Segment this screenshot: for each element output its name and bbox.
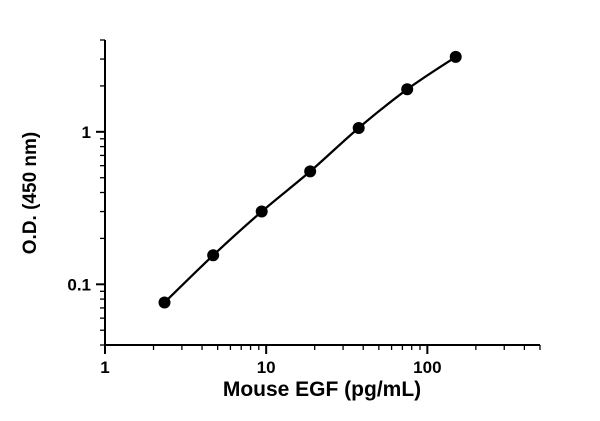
y-tick-label: 0.1 [67,275,91,294]
data-point [255,205,268,218]
data-point [207,249,220,262]
y-tick-label: 1 [82,123,91,142]
x-tick-label: 1 [100,358,109,377]
data-point [304,165,317,178]
x-tick-label: 10 [257,358,276,377]
data-point [158,296,171,309]
data-point [401,83,414,96]
data-point [352,121,365,134]
x-axis-label: Mouse EGF (pg/mL) [223,378,421,401]
x-tick-label: 100 [413,358,441,377]
curve-line [163,55,457,304]
plot-area: 1 10 100 0.1 1 [67,39,541,377]
data-point [449,50,462,63]
y-axis-label: O.D. (450 nm) [20,132,41,254]
